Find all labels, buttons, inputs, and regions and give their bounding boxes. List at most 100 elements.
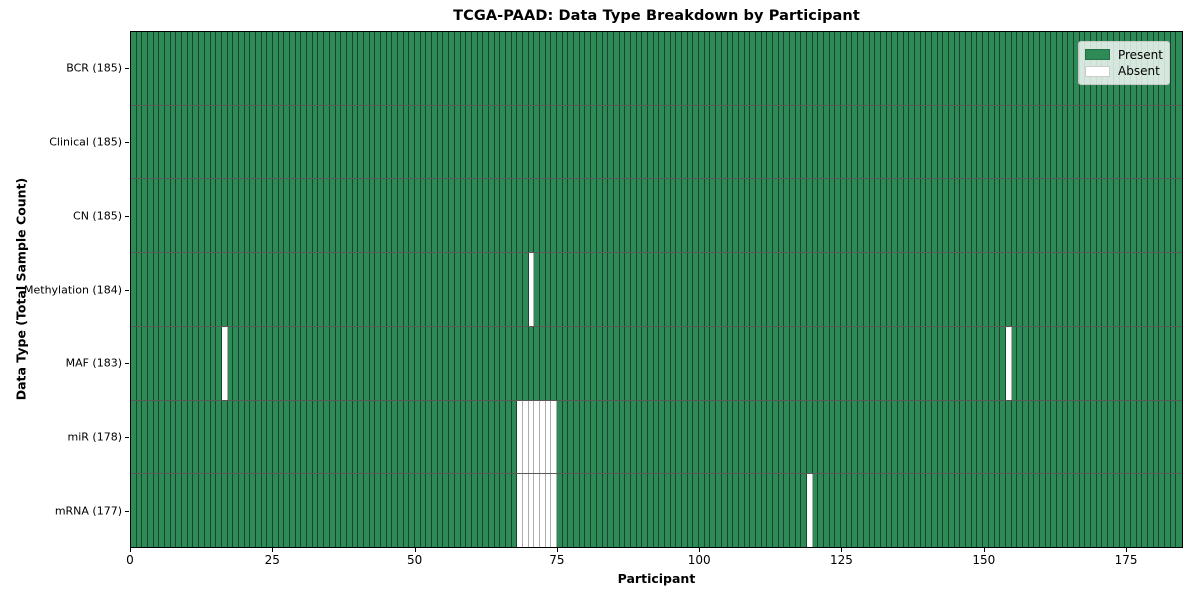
cell-present <box>500 326 506 400</box>
cell-present <box>807 105 813 179</box>
cell-present <box>1136 253 1143 326</box>
cell-present <box>869 326 876 400</box>
cell-present <box>642 474 648 548</box>
cell-present <box>863 32 870 105</box>
cell-present <box>233 32 239 105</box>
cell-present <box>301 474 308 548</box>
cell-present <box>415 400 421 474</box>
cell-present <box>165 253 171 326</box>
cell-present <box>131 32 137 105</box>
cell-present <box>869 253 876 326</box>
cell-present <box>500 400 506 474</box>
cell-absent <box>545 400 552 474</box>
cell-present <box>892 326 898 400</box>
x-tick-mark <box>983 548 985 552</box>
cell-present <box>153 105 160 179</box>
cell-present <box>1170 179 1177 253</box>
cell-present <box>380 32 387 105</box>
cell-present <box>1170 253 1177 326</box>
cell-present <box>528 179 535 253</box>
cell-present <box>136 474 143 548</box>
y-tick-label: Clinical (185) <box>49 135 122 149</box>
cell-present <box>1057 179 1063 253</box>
cell-present <box>1153 179 1160 253</box>
cell-present <box>148 400 154 474</box>
cell-present <box>727 474 734 548</box>
cell-present <box>420 474 427 548</box>
cell-present <box>812 179 819 253</box>
cell-present <box>335 32 342 105</box>
cell-present <box>653 179 660 253</box>
cell-present <box>682 474 688 548</box>
legend-label: Present <box>1117 47 1163 62</box>
cell-present <box>574 32 580 105</box>
cell-present <box>636 32 643 105</box>
cell-present <box>636 326 643 400</box>
cell-present <box>807 326 813 400</box>
cell-present <box>966 32 972 105</box>
cell-present <box>307 253 313 326</box>
cell-present <box>557 105 563 179</box>
cell-present <box>903 400 910 474</box>
cell-present <box>983 32 989 105</box>
cell-present <box>977 253 984 326</box>
cell-present <box>432 400 438 474</box>
cell-present <box>477 474 484 548</box>
cell-present <box>369 326 376 400</box>
cell-present <box>750 400 756 474</box>
cell-present <box>216 253 222 326</box>
cell-present <box>738 253 745 326</box>
cell-present <box>761 105 768 179</box>
cell-present <box>346 179 353 253</box>
cell-present <box>176 474 183 548</box>
cell-present <box>403 253 410 326</box>
cell-present <box>971 474 978 548</box>
cell-present <box>386 32 393 105</box>
cell-present <box>636 105 643 179</box>
cell-present <box>244 253 251 326</box>
cell-present <box>193 326 200 400</box>
cell-present <box>380 474 387 548</box>
cell-present <box>926 32 933 105</box>
cell-present <box>824 253 830 326</box>
cell-present <box>659 400 666 474</box>
cell-present <box>477 253 484 326</box>
cell-present <box>1045 253 1052 326</box>
cell-present <box>494 253 501 326</box>
cell-present <box>630 326 637 400</box>
cell-present <box>926 474 933 548</box>
cell-present <box>909 326 915 400</box>
cell-present <box>772 32 779 105</box>
cell-present <box>1119 179 1126 253</box>
cell-present <box>886 32 893 105</box>
cell-present <box>790 253 796 326</box>
cell-present <box>449 474 455 548</box>
cell-present <box>1039 105 1046 179</box>
cell-present <box>863 179 870 253</box>
cell-present <box>318 253 325 326</box>
cell-present <box>409 32 416 105</box>
cell-present <box>869 400 876 474</box>
cell-present <box>790 32 796 105</box>
cell-present <box>790 105 796 179</box>
cell-present <box>744 400 751 474</box>
cell-present <box>165 179 171 253</box>
cell-present <box>398 179 404 253</box>
cell-present <box>636 474 643 548</box>
cell-present <box>1062 474 1069 548</box>
cell-present <box>233 326 239 400</box>
cell-present <box>295 326 302 400</box>
cell-present <box>227 105 234 179</box>
cell-present <box>903 474 910 548</box>
cell-present <box>312 105 319 179</box>
cell-present <box>1176 326 1182 400</box>
cell-present <box>557 253 563 326</box>
cell-present <box>517 326 523 400</box>
cell-present <box>585 400 592 474</box>
cell-present <box>233 179 239 253</box>
cell-present <box>380 400 387 474</box>
cell-present <box>755 400 762 474</box>
cell-present <box>784 179 790 253</box>
cell-present <box>863 326 870 400</box>
cell-present <box>182 253 188 326</box>
